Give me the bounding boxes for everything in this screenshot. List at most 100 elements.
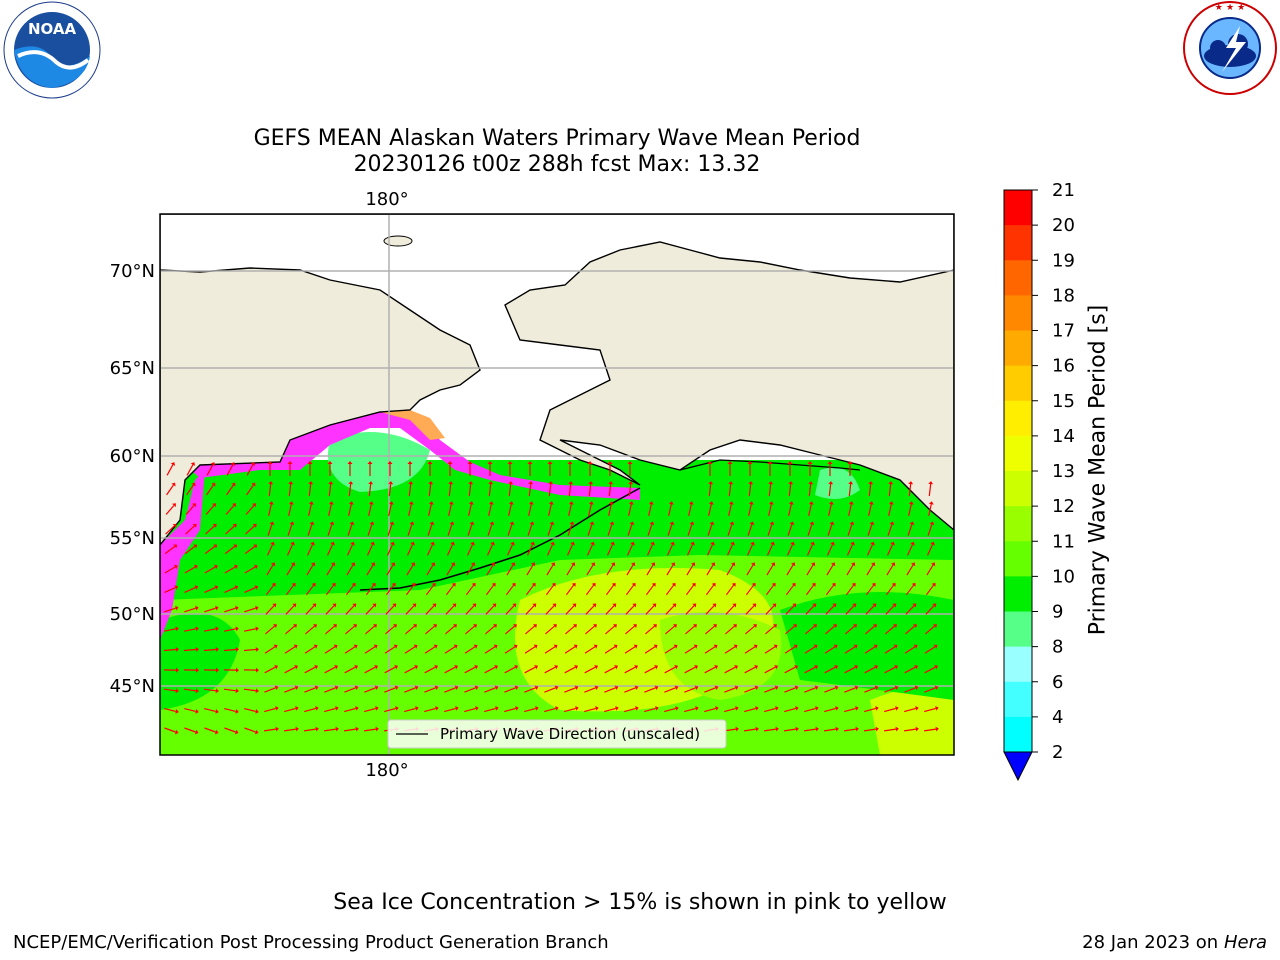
wave-arrow-head — [511, 562, 516, 567]
wave-arrow — [744, 687, 756, 693]
wave-arrow-head — [768, 501, 774, 505]
wave-arrow — [828, 503, 832, 517]
wave-arrow — [748, 503, 752, 517]
wave-arrow-head — [694, 665, 698, 670]
wave-arrow — [405, 605, 415, 615]
wave-arrow-head — [914, 665, 918, 670]
wave-arrow — [688, 503, 692, 517]
wave-arrow — [785, 605, 795, 615]
wave-arrow-head — [390, 541, 395, 546]
wave-arrow — [284, 728, 296, 732]
wave-arrow-head — [849, 521, 855, 526]
wave-arrow-head — [195, 605, 199, 611]
wave-arrow-head — [215, 605, 219, 611]
wave-arrow-head — [410, 541, 415, 546]
wave-arrow — [786, 564, 794, 576]
wave-arrow — [184, 727, 196, 733]
wave-arrow-head — [789, 521, 795, 526]
wave-arrow-head — [375, 706, 379, 711]
wave-arrow-head — [487, 461, 493, 464]
wave-arrow-head — [588, 481, 594, 485]
wave-arrow-head — [894, 685, 899, 691]
wave-arrow — [265, 584, 275, 596]
wave-arrow — [485, 625, 495, 635]
wave-arrow — [624, 666, 636, 674]
wave-arrow — [684, 646, 696, 654]
wave-arrow-head — [313, 644, 318, 649]
wave-arrow-head — [795, 706, 799, 711]
wave-arrow-head — [175, 647, 179, 652]
wave-arrow-head — [689, 521, 695, 526]
wave-arrow-head — [572, 603, 577, 608]
wave-arrow — [844, 728, 856, 732]
wave-arrow — [824, 687, 836, 693]
wave-arrow — [244, 566, 256, 574]
wave-arrow — [386, 544, 394, 556]
colorbar-tick-label: 8 — [1052, 637, 1063, 658]
wave-arrow-head — [828, 501, 834, 505]
wave-arrow-head — [432, 603, 437, 608]
wave-arrow — [508, 503, 512, 517]
wave-arrow — [906, 544, 914, 556]
wave-arrow-head — [574, 685, 579, 691]
wave-arrow — [564, 666, 576, 674]
wave-arrow-head — [172, 503, 176, 508]
wave-arrow-head — [308, 481, 314, 485]
wave-arrow — [485, 605, 495, 615]
wave-arrow-head — [255, 688, 259, 694]
wave-arrow — [285, 605, 295, 615]
wave-arrow — [388, 483, 392, 497]
wave-arrow-head — [591, 562, 596, 567]
wave-arrow — [326, 544, 334, 556]
wave-arrow-head — [608, 501, 614, 505]
wave-arrow — [204, 708, 216, 712]
wave-arrow-head — [273, 624, 277, 628]
wave-arrow — [885, 625, 895, 635]
wave-arrow-head — [629, 521, 635, 526]
wave-arrow — [268, 483, 272, 497]
wave-arrow — [668, 503, 672, 517]
wave-arrow-head — [830, 541, 835, 546]
wave-arrow-head — [270, 541, 275, 546]
wave-arrow — [887, 524, 893, 536]
wave-arrow — [824, 707, 836, 713]
wave-arrow-head — [930, 541, 935, 546]
wave-arrow — [564, 687, 576, 693]
lat-label: 60°N — [110, 446, 155, 467]
wave-arrow — [525, 584, 535, 596]
wave-arrow — [525, 625, 535, 635]
wave-arrow-head — [793, 624, 797, 628]
wave-arrow — [406, 564, 414, 576]
wave-arrow-head — [852, 603, 857, 608]
wave-arrow — [905, 584, 915, 596]
wave-arrow-head — [310, 541, 315, 546]
wave-arrow — [324, 728, 336, 732]
wave-arrow-head — [194, 729, 199, 735]
wave-arrow — [446, 564, 454, 576]
wave-arrow — [886, 564, 894, 576]
wave-arrow-head — [331, 562, 336, 567]
colorbar-tick-label: 9 — [1052, 602, 1063, 623]
wave-arrow — [626, 564, 634, 576]
wave-arrow — [604, 646, 616, 654]
wave-arrow — [628, 503, 632, 517]
wave-arrow — [424, 687, 436, 693]
wave-arrow-head — [291, 582, 296, 587]
map-legend: Primary Wave Direction (unscaled) — [387, 719, 727, 749]
wave-arrow-head — [528, 501, 534, 505]
wave-arrow-head — [649, 521, 655, 526]
wave-arrow-head — [293, 644, 298, 649]
wave-arrow — [308, 503, 312, 517]
wave-arrow-head — [328, 501, 334, 505]
wave-arrow-head — [454, 665, 458, 670]
wave-arrow-head — [935, 706, 939, 711]
colorbar-title: Primary Wave Mean Period [s] — [1085, 304, 1111, 636]
wave-arrow-head — [594, 685, 599, 691]
wave-arrow-head — [755, 726, 759, 732]
wave-arrow — [847, 524, 853, 536]
wave-arrow-head — [671, 582, 676, 587]
wave-arrow-head — [775, 706, 779, 711]
wave-arrow-head — [751, 562, 756, 567]
wave-arrow-head — [913, 624, 917, 628]
